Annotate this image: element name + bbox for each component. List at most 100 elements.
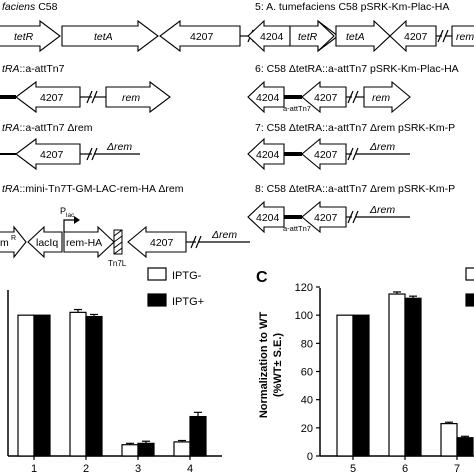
x-tick-label: 1	[31, 463, 37, 474]
panel-b: 1 2 3 4 IPTG- IPTG+	[7, 267, 222, 474]
break-mark	[437, 29, 449, 43]
right-row7-genes: 4204 4207 Δrem	[247, 137, 410, 171]
right-row5-label: 5: A. tumefaciens C58 pSRK-Km-Plac-HA	[255, 1, 449, 13]
right-row6-label: 6: C58 ΔtetRA::a-attTn7 pSRK-Km-Plac-HA	[255, 63, 459, 75]
y-tick-label: 20	[301, 423, 313, 435]
gene-4207-arrow	[301, 137, 347, 171]
break-mark	[86, 147, 98, 161]
gene-tetA-arrow	[61, 19, 159, 53]
x-tick-label: 7	[454, 463, 460, 474]
gene-label: 4207	[40, 92, 64, 104]
gene-4207-arrow	[159, 19, 241, 53]
panel-a-right: 5: A. tumefaciens C58 pSRK-Km-Plac-HA 42…	[247, 1, 474, 234]
bar-4-iptg-plus	[189, 415, 207, 457]
gene-label: 4207	[314, 212, 338, 224]
promoter-label: lac	[66, 212, 75, 219]
legend-label-iptg-minus: IPTG-	[172, 270, 202, 282]
x-tick-label: 3	[135, 463, 141, 474]
gene-label: 4207	[190, 31, 214, 43]
gene-label: tetA	[94, 31, 113, 43]
y-tick-label: 0	[307, 451, 313, 463]
gene-tetA-arrow	[335, 19, 391, 53]
panel-c-y-ticks: 0 20 40 60 80 100 120	[295, 282, 320, 463]
gene-label: tetA	[346, 31, 365, 43]
legend-swatch-iptg-plus	[147, 293, 167, 307]
gene-label: Δrem	[106, 141, 132, 153]
break-mark	[347, 90, 359, 104]
panel-c-x-ticks: 5 6 7	[350, 456, 460, 474]
break-mark	[86, 90, 98, 104]
gene-label: rem	[456, 31, 474, 43]
gene-rem-arrow	[451, 25, 474, 47]
gene-tetR-arrow	[289, 19, 335, 53]
bar-5-iptg-minus	[336, 314, 354, 457]
gene-4207-arrow	[301, 200, 347, 234]
x-tick-label: 4	[187, 463, 193, 474]
gene-label: rem	[372, 92, 390, 104]
gene-label: Δrem	[369, 204, 395, 216]
gene-label: 4207	[314, 92, 338, 104]
panel-b-x-ticks: 1 2 3 4	[31, 456, 193, 474]
gene-label: Δrem	[211, 229, 237, 241]
panel-b-bars	[17, 308, 207, 457]
left-row4-label: tRA::mini-Tn7T-GM-LAC-rem-HA Δrem	[2, 183, 184, 195]
gene-4204-arrow	[247, 19, 291, 53]
x-tick-label: 6	[402, 463, 408, 474]
bar-3-iptg-plus	[137, 442, 155, 457]
gene-4204-arrow	[247, 137, 285, 171]
panel-c-bars	[336, 291, 474, 457]
gene-label: 4204	[256, 92, 280, 104]
promoter-arrow	[63, 219, 76, 232]
gene-4207-arrow	[389, 19, 437, 53]
gene-4207-arrow	[15, 137, 81, 171]
legend-swatch-iptg-minus	[465, 267, 474, 281]
bar-7-iptg-minus	[440, 423, 458, 457]
bar-5-iptg-plus	[352, 314, 370, 457]
legend-swatch-iptg-plus	[465, 293, 474, 307]
gene-label: Δrem	[369, 141, 395, 153]
break-mark	[347, 147, 359, 161]
bar-6-iptg-plus	[404, 297, 422, 457]
gene-tetR-arrow	[0, 19, 61, 53]
left-row2-genes: 4207 rem	[0, 80, 171, 114]
bar-2-iptg-minus	[69, 311, 87, 457]
gene-4204-arrow	[247, 200, 285, 234]
gene-label: tetR	[14, 31, 34, 43]
left-row3-label: tRA::a-attTn7 Δrem	[2, 122, 93, 134]
att-label: a-attTn7	[283, 104, 311, 113]
break-mark	[190, 235, 202, 249]
gene-4207-arrow	[301, 80, 347, 114]
y-tick-label: 100	[295, 310, 313, 322]
right-row7-label: 7: C58 ΔtetRA::a-attTn7 Δrem pSRK-Km-P	[255, 122, 455, 134]
gene-label: 4207	[404, 31, 428, 43]
bar-2-iptg-plus	[85, 315, 103, 457]
gene-rem-arrow	[105, 80, 171, 114]
panel-c-ylabel-line2: (%WT± S.E.)	[272, 333, 284, 397]
gene-rem-arrow	[363, 80, 411, 114]
att-label: a-attTn7	[283, 224, 311, 233]
left-row1-label: faciens C58	[2, 1, 58, 13]
bar-1-iptg-minus	[17, 314, 35, 457]
gene-label: rem-HA	[66, 237, 102, 249]
promoter-arrowhead	[74, 216, 80, 224]
gene-label: m	[0, 237, 9, 249]
bar-4-iptg-minus	[173, 441, 191, 457]
break-mark	[347, 210, 359, 224]
tn7l-hatch	[113, 229, 123, 255]
gene-label: 4204	[256, 212, 280, 224]
gene-rem-ha-arrow	[63, 225, 115, 259]
bar-3-iptg-minus	[121, 444, 139, 457]
gene-lacIq-arrow	[27, 225, 63, 259]
y-tick-label: 80	[301, 338, 313, 350]
panel-b-legend: IPTG- IPTG+	[147, 267, 204, 308]
y-tick-label: 60	[301, 367, 313, 379]
left-row4-genes: m R lacIq P lac rem-HA Tn7L 4207 Δrem	[0, 206, 250, 268]
legend-swatch-iptg-minus	[147, 267, 167, 281]
tn7l-label: Tn7L	[108, 259, 127, 268]
bar-6-iptg-minus	[388, 293, 406, 457]
gene-gm-arrow	[0, 225, 27, 259]
left-row3-genes: 4207 Δrem	[0, 137, 140, 171]
left-row2-label: tRA::a-attTn7	[2, 63, 65, 75]
bar-1-iptg-plus	[33, 314, 51, 457]
gene-label: 4207	[150, 237, 174, 249]
